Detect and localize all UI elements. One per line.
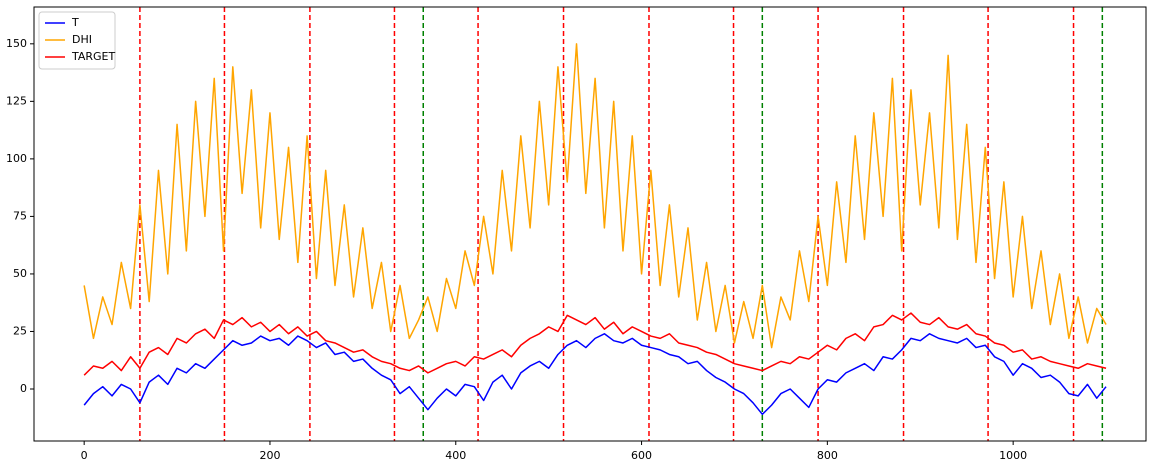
y-tick-label: 0 xyxy=(20,382,27,395)
y-tick-label: 150 xyxy=(6,37,27,50)
x-tick-label: 1000 xyxy=(999,449,1027,462)
x-tick-label: 600 xyxy=(631,449,652,462)
legend-box xyxy=(38,11,116,70)
x-tick-label: 200 xyxy=(259,449,280,462)
series-line xyxy=(83,333,1107,416)
y-tick-label: 100 xyxy=(6,152,27,165)
legend-label: T xyxy=(71,16,79,29)
plot-frame xyxy=(33,6,1147,442)
series-line xyxy=(83,312,1107,376)
plot-area xyxy=(34,7,1146,441)
y-tick-label: 125 xyxy=(6,94,27,107)
legend-label: DHI xyxy=(72,33,92,46)
x-tick-label: 0 xyxy=(81,449,88,462)
y-tick-label: 25 xyxy=(13,324,27,337)
y-tick-label: 50 xyxy=(13,267,27,280)
legend-label: TARGET xyxy=(71,50,116,63)
x-tick-label: 800 xyxy=(817,449,838,462)
reference-lines xyxy=(139,7,1104,441)
series-line xyxy=(83,43,1107,349)
legend: T DHI TARGET xyxy=(38,11,116,70)
series-lines xyxy=(83,43,1107,416)
x-tick-label: 400 xyxy=(445,449,466,462)
y-tick-label: 75 xyxy=(13,209,27,222)
axes: 0 200 400 600 800 1000 0 25 50 75 100 125 150 xyxy=(6,37,1027,462)
